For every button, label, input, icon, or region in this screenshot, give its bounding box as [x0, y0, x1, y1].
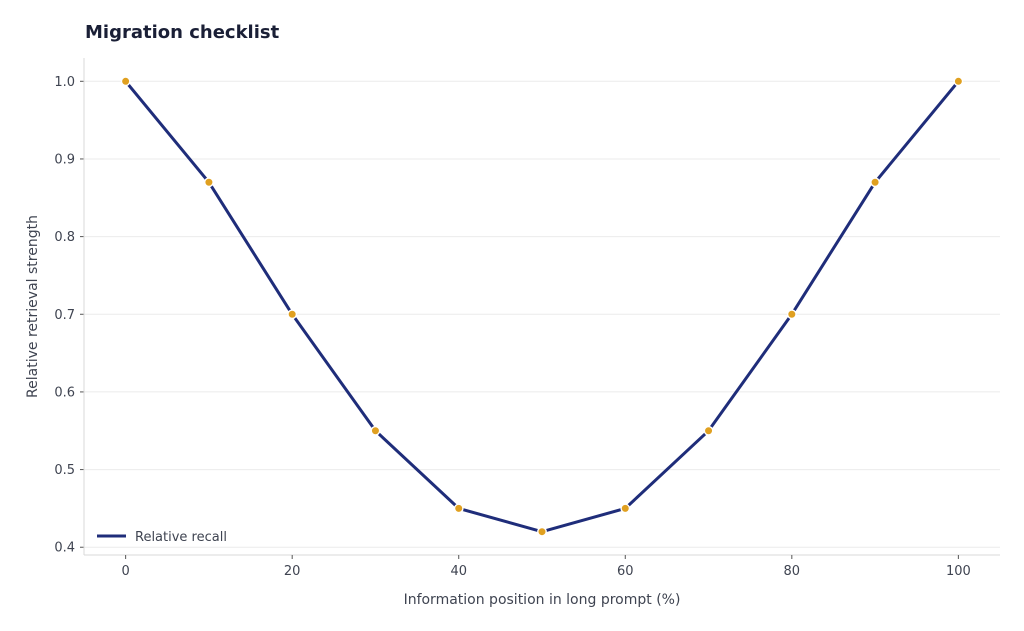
- y-tick-label: 1.0: [54, 75, 75, 90]
- grid-lines: [84, 80, 1000, 548]
- x-tick-label: 0: [121, 564, 129, 579]
- data-point: [620, 503, 631, 514]
- data-point: [453, 503, 464, 514]
- x-tick-label: 80: [784, 564, 801, 579]
- x-tick-label: 60: [617, 564, 634, 579]
- x-tick-label: 40: [450, 564, 467, 579]
- legend-label: Relative recall: [135, 530, 227, 545]
- y-tick-label: 0.8: [54, 230, 75, 245]
- x-tick-label: 100: [946, 564, 971, 579]
- data-point: [204, 177, 214, 188]
- data-point: [786, 309, 797, 320]
- y-tick-label: 0.7: [54, 308, 75, 323]
- y-tick-label: 0.4: [54, 541, 75, 556]
- data-point: [703, 425, 714, 436]
- series-line: [124, 79, 960, 534]
- data-point: [120, 76, 131, 87]
- x-axis-label: Information position in long prompt (%): [404, 592, 681, 608]
- y-tick-label: 0.5: [54, 463, 75, 478]
- legend: Relative recall: [97, 530, 227, 545]
- data-point: [537, 526, 547, 537]
- chart-title: Migration checklist: [85, 22, 280, 43]
- data-point: [870, 177, 880, 188]
- data-point: [953, 76, 964, 87]
- y-axis-label: Relative retrieval strength: [25, 215, 41, 398]
- series-layer: [120, 76, 964, 537]
- x-tick-label: 20: [284, 564, 301, 579]
- axes: 0.4 0.5 0.6 0.7 0.8 0.9 1.0 0 20 40 60 80 100: [54, 58, 1000, 579]
- y-tick-label: 0.6: [54, 385, 75, 400]
- y-tick-label: 0.9: [54, 152, 75, 167]
- data-point: [287, 309, 298, 320]
- data-point: [370, 425, 381, 436]
